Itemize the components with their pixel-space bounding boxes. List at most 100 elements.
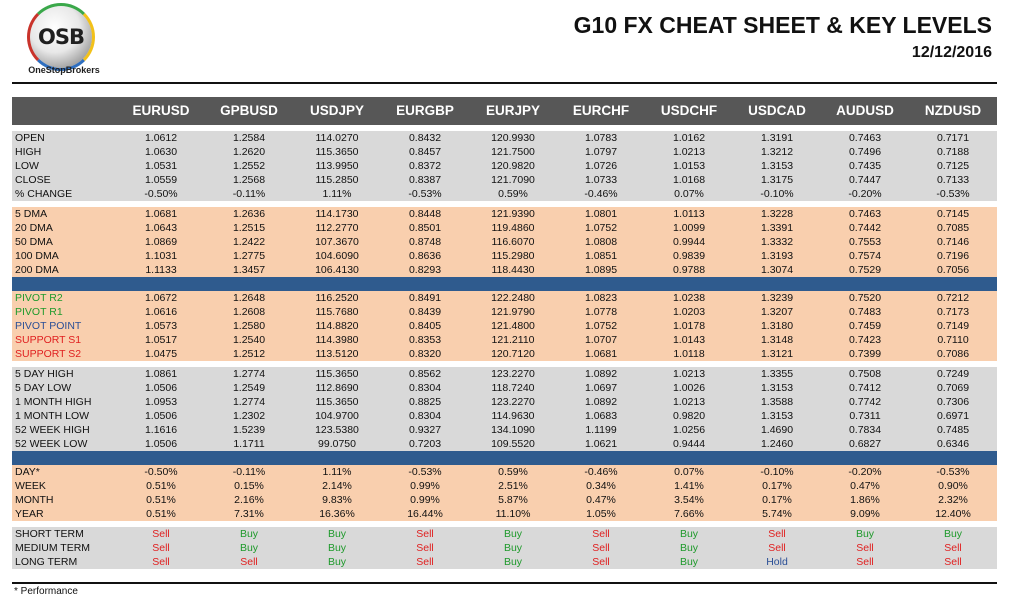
- value-cell: 1.0697: [557, 381, 645, 395]
- column-header: USDJPY: [293, 97, 381, 125]
- value-cell: 0.7171: [909, 131, 997, 145]
- table-row: 5 DAY LOW 1.0506 1.2549 112.8690 0.8304 118.7…: [12, 381, 997, 395]
- value-cell: 114.8820: [293, 319, 381, 333]
- value-cell: 0.7520: [821, 291, 909, 305]
- value-cell: 1.0861: [117, 367, 205, 381]
- signal-cell: Buy: [469, 541, 557, 555]
- value-cell: 1.0612: [117, 131, 205, 145]
- value-cell: 1.0752: [557, 319, 645, 333]
- row-label: PIVOT R1: [12, 305, 117, 319]
- value-cell: 120.9820: [469, 159, 557, 173]
- value-cell: 1.0621: [557, 437, 645, 451]
- table-row: LOW 1.0531 1.2552 113.9950 0.8372 120.9820 1.0…: [12, 159, 997, 173]
- header-rule: [12, 82, 997, 84]
- signal-cell: Sell: [117, 527, 205, 541]
- value-cell: 115.2980: [469, 249, 557, 263]
- value-cell: 0.7203: [381, 437, 469, 451]
- value-cell: -0.20%: [821, 187, 909, 201]
- value-cell: 1.0118: [645, 347, 733, 361]
- row-label: YEAR: [12, 507, 117, 521]
- value-cell: 115.3650: [293, 395, 381, 409]
- section-divider-band: [12, 451, 997, 465]
- table-row: DAY* -0.50% -0.11% 1.11% -0.53% 0.59% -0.46% 0.…: [12, 465, 997, 479]
- divider-cell: [12, 521, 997, 527]
- footnote: * Performance: [14, 586, 78, 597]
- value-cell: 120.7120: [469, 347, 557, 361]
- value-cell: 1.0213: [645, 367, 733, 381]
- value-cell: 1.0892: [557, 395, 645, 409]
- value-cell: 1.2512: [205, 347, 293, 361]
- value-cell: 1.3391: [733, 221, 821, 235]
- value-cell: 134.1090: [469, 423, 557, 437]
- table-row: 5 DAY HIGH 1.0861 1.2774 115.3650 0.8562 123.…: [12, 367, 997, 381]
- table-row: 1 MONTH HIGH 1.0953 1.2774 115.3650 0.8825 12…: [12, 395, 997, 409]
- value-cell: 1.1031: [117, 249, 205, 263]
- value-cell: 0.47%: [557, 493, 645, 507]
- value-cell: 0.9820: [645, 409, 733, 423]
- value-cell: 0.7463: [821, 207, 909, 221]
- signal-cell: Sell: [557, 555, 645, 569]
- value-cell: -0.53%: [381, 465, 469, 479]
- column-header: USDCAD: [733, 97, 821, 125]
- value-cell: 9.09%: [821, 507, 909, 521]
- value-cell: 1.3212: [733, 145, 821, 159]
- value-cell: 0.34%: [557, 479, 645, 493]
- value-cell: 1.0953: [117, 395, 205, 409]
- value-cell: 1.2422: [205, 235, 293, 249]
- value-cell: 1.3239: [733, 291, 821, 305]
- table-row: PIVOT R2 1.0672 1.2648 116.2520 0.8491 122.24…: [12, 291, 997, 305]
- signal-cell: Sell: [381, 555, 469, 569]
- value-cell: 9.83%: [293, 493, 381, 507]
- signal-cell: Buy: [645, 527, 733, 541]
- value-cell: 0.17%: [733, 479, 821, 493]
- value-cell: 1.0153: [645, 159, 733, 173]
- value-cell: 1.05%: [557, 507, 645, 521]
- row-label: CLOSE: [12, 173, 117, 187]
- value-cell: 115.7680: [293, 305, 381, 319]
- value-cell: -0.53%: [909, 465, 997, 479]
- value-cell: 1.2549: [205, 381, 293, 395]
- value-cell: 0.7173: [909, 305, 997, 319]
- value-cell: 0.7496: [821, 145, 909, 159]
- value-cell: 121.7500: [469, 145, 557, 159]
- value-cell: 1.0681: [557, 347, 645, 361]
- signal-cell: Sell: [381, 527, 469, 541]
- row-label: LONG TERM: [12, 555, 117, 569]
- value-cell: 0.7306: [909, 395, 997, 409]
- signal-cell: Buy: [469, 527, 557, 541]
- value-cell: 115.2850: [293, 173, 381, 187]
- column-header: USDCHF: [645, 97, 733, 125]
- signal-cell: Sell: [733, 541, 821, 555]
- value-cell: 1.0643: [117, 221, 205, 235]
- row-label: HIGH: [12, 145, 117, 159]
- value-cell: 5.74%: [733, 507, 821, 521]
- value-cell: 104.9700: [293, 409, 381, 423]
- value-cell: 1.3191: [733, 131, 821, 145]
- row-label: 1 MONTH HIGH: [12, 395, 117, 409]
- value-cell: 1.2515: [205, 221, 293, 235]
- value-cell: 12.40%: [909, 507, 997, 521]
- value-cell: 1.3332: [733, 235, 821, 249]
- value-cell: 1.0143: [645, 333, 733, 347]
- value-cell: 1.0506: [117, 381, 205, 395]
- footer-rule: [12, 582, 997, 584]
- value-cell: 1.2608: [205, 305, 293, 319]
- section-divider-band: [12, 277, 997, 291]
- value-cell: 107.3670: [293, 235, 381, 249]
- value-cell: 115.3650: [293, 145, 381, 159]
- value-cell: 0.9839: [645, 249, 733, 263]
- value-cell: 118.7240: [469, 381, 557, 395]
- value-cell: 1.3228: [733, 207, 821, 221]
- value-cell: 7.66%: [645, 507, 733, 521]
- value-cell: -0.10%: [733, 465, 821, 479]
- divider-cell: [12, 451, 997, 465]
- signal-cell: Buy: [909, 527, 997, 541]
- value-cell: 1.2648: [205, 291, 293, 305]
- value-cell: 0.8432: [381, 131, 469, 145]
- value-cell: 0.7423: [821, 333, 909, 347]
- value-cell: 114.3980: [293, 333, 381, 347]
- value-cell: 0.7442: [821, 221, 909, 235]
- value-cell: 1.3457: [205, 263, 293, 277]
- value-cell: 0.6971: [909, 409, 997, 423]
- column-header: NZDUSD: [909, 97, 997, 125]
